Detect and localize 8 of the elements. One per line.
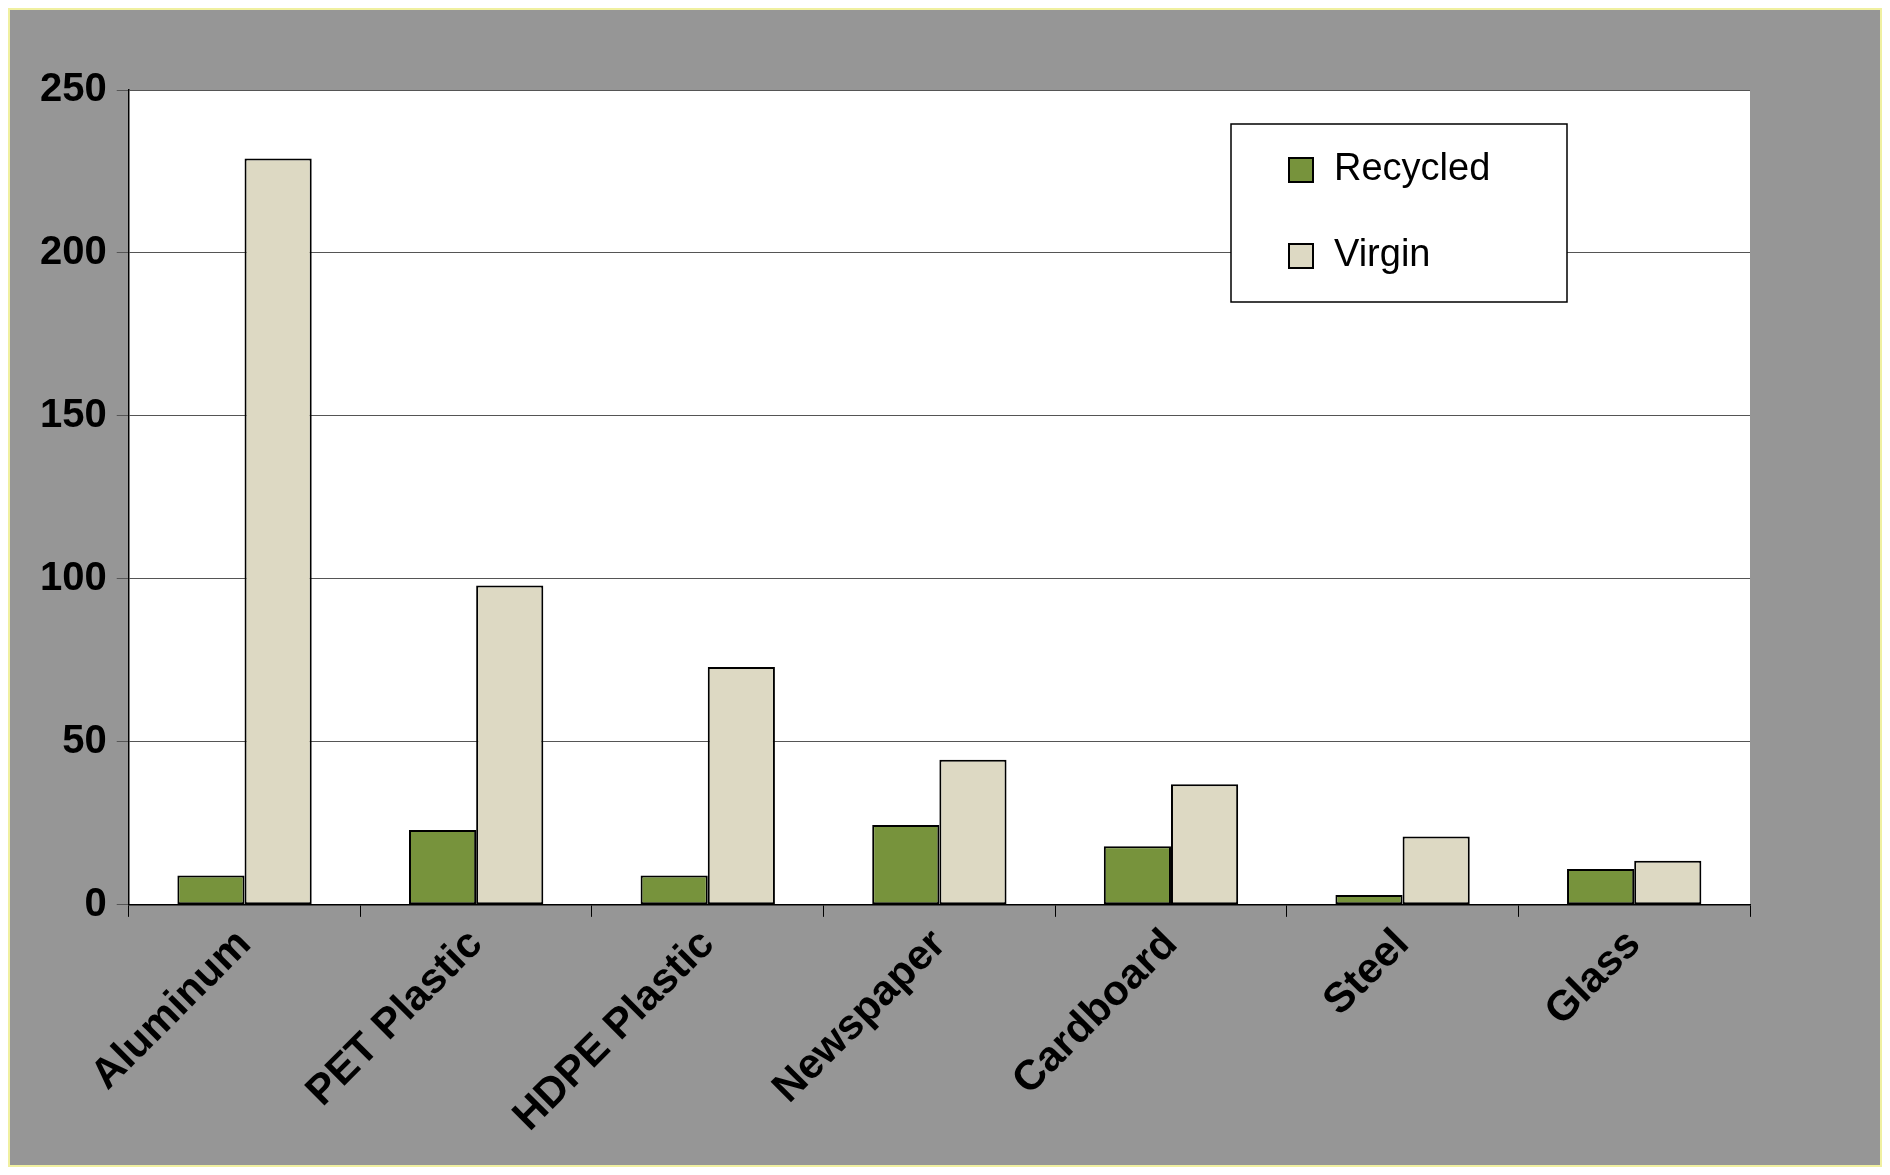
legend-label: Virgin xyxy=(1334,232,1431,275)
y-tick-label: 0 xyxy=(84,879,107,924)
legend-label: Recycled xyxy=(1334,146,1491,189)
y-tick-label: 200 xyxy=(39,228,107,272)
y-tick-label: 50 xyxy=(62,716,107,761)
y-tick-label: 150 xyxy=(39,390,107,435)
y-tick-label: 100 xyxy=(39,553,107,598)
y-tick-label: 250 xyxy=(39,65,107,110)
